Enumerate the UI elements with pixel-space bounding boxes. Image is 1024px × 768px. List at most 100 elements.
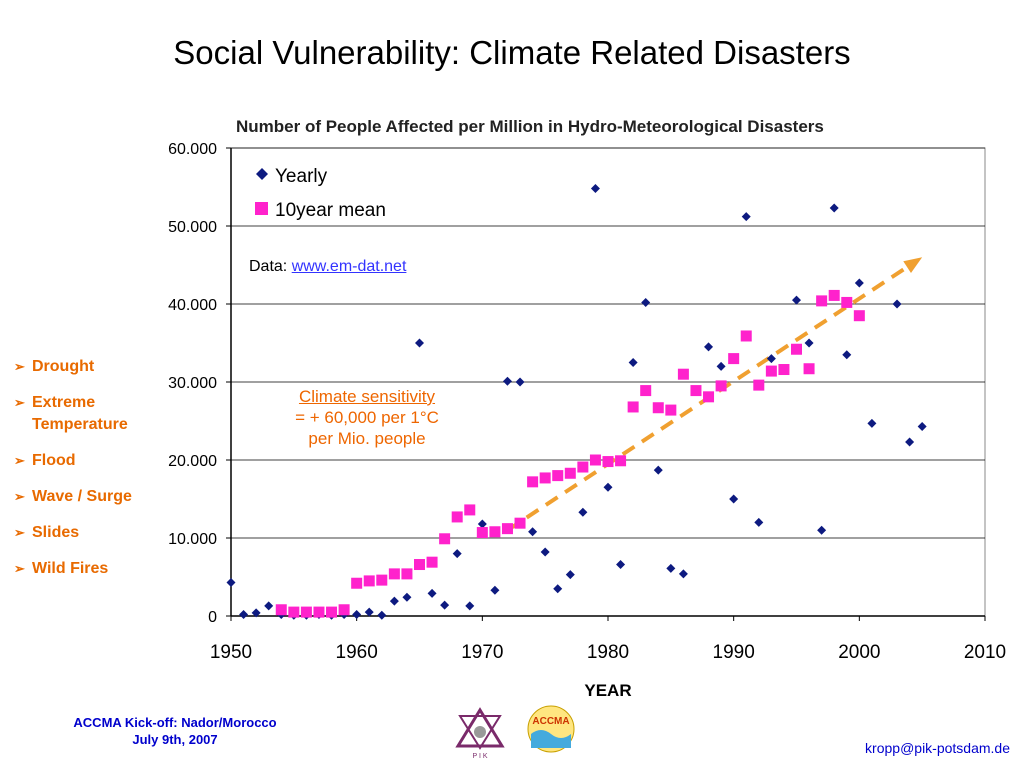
data-point-yearly bbox=[502, 376, 512, 386]
disaster-type-label: Flood bbox=[32, 452, 76, 469]
data-point-10year-mean bbox=[589, 454, 601, 466]
data-point-yearly bbox=[641, 297, 651, 307]
x-tick-label: 1990 bbox=[713, 642, 755, 663]
x-axis-title: YEAR bbox=[584, 681, 631, 700]
data-point-10year-mean bbox=[602, 456, 614, 468]
data-point-yearly bbox=[477, 519, 487, 529]
data-point-10year-mean bbox=[464, 504, 476, 516]
data-point-10year-mean bbox=[501, 523, 513, 535]
data-point-yearly bbox=[264, 601, 274, 611]
data-point-10year-mean bbox=[451, 511, 463, 523]
annotation-line-2: = + 60,000 per 1°C bbox=[295, 408, 439, 427]
data-point-yearly bbox=[729, 494, 739, 504]
data-point-yearly bbox=[465, 601, 475, 611]
x-tick-label: 2010 bbox=[964, 642, 1006, 663]
data-point-yearly bbox=[905, 437, 915, 447]
data-point-10year-mean bbox=[514, 517, 526, 529]
data-point-yearly bbox=[239, 609, 249, 619]
data-point-yearly bbox=[867, 418, 877, 428]
data-point-10year-mean bbox=[715, 380, 727, 392]
data-point-10year-mean bbox=[275, 604, 287, 616]
y-tick-label: 40.000 bbox=[168, 297, 217, 314]
data-point-10year-mean bbox=[326, 606, 338, 618]
footer-event-date: July 9th, 2007 bbox=[132, 732, 218, 747]
data-point-10year-mean bbox=[765, 365, 777, 377]
disaster-type-list: ➢ Drought ➢ Extreme Temperature ➢ Flood ➢ Wa… bbox=[14, 356, 172, 594]
data-point-yearly bbox=[578, 507, 588, 517]
arrow-bullet-icon: ➢ bbox=[14, 489, 25, 504]
gridlines bbox=[231, 147, 985, 539]
data-point-10year-mean bbox=[489, 526, 501, 538]
data-point-10year-mean bbox=[577, 461, 589, 473]
data-point-10year-mean bbox=[703, 391, 715, 403]
y-tick-label: 30.000 bbox=[168, 375, 217, 392]
accma-logo: ACCMA bbox=[527, 705, 575, 753]
data-point-10year-mean bbox=[791, 343, 802, 355]
x-tick-label: 2000 bbox=[838, 642, 880, 663]
data-point-10year-mean bbox=[778, 364, 790, 376]
series-yearly bbox=[226, 184, 927, 620]
arrow-bullet-icon: ➢ bbox=[14, 561, 25, 576]
data-point-yearly bbox=[603, 482, 613, 492]
climate-sensitivity-annotation: Climate sensitivity = + 60,000 per 1°C p… bbox=[262, 386, 472, 449]
data-point-yearly bbox=[829, 203, 839, 213]
data-point-10year-mean bbox=[527, 476, 539, 488]
arrow-bullet-icon: ➢ bbox=[14, 453, 25, 468]
disaster-type-item: ➢ Extreme Temperature bbox=[14, 392, 172, 436]
data-point-yearly bbox=[251, 608, 261, 618]
data-point-10year-mean bbox=[351, 577, 363, 589]
data-point-10year-mean bbox=[690, 385, 702, 397]
legend-label-yearly: Yearly bbox=[275, 166, 328, 187]
y-tick-label: 0 bbox=[208, 609, 217, 626]
data-point-yearly bbox=[377, 610, 387, 620]
disaster-type-item: ➢ Drought bbox=[14, 356, 172, 378]
data-source-note: Data: www.em-dat.net bbox=[249, 258, 406, 276]
x-tick-label: 1960 bbox=[336, 642, 378, 663]
data-point-yearly bbox=[389, 596, 399, 606]
data-source-prefix: Data: bbox=[249, 258, 292, 275]
disaster-type-item: ➢ Wild Fires bbox=[14, 558, 172, 580]
data-point-yearly bbox=[766, 354, 776, 364]
data-point-yearly bbox=[616, 560, 626, 570]
data-point-yearly bbox=[590, 184, 600, 194]
data-point-10year-mean bbox=[828, 289, 840, 301]
data-point-yearly bbox=[490, 585, 500, 595]
data-point-10year-mean bbox=[401, 568, 413, 580]
data-point-10year-mean bbox=[564, 467, 576, 479]
data-point-yearly bbox=[666, 563, 676, 573]
data-point-yearly bbox=[515, 377, 525, 387]
data-point-yearly bbox=[754, 517, 764, 527]
data-point-yearly bbox=[678, 569, 688, 579]
data-point-10year-mean bbox=[539, 472, 551, 484]
data-point-10year-mean bbox=[388, 568, 400, 580]
disaster-type-label: Slides bbox=[32, 524, 80, 541]
annotation-line-1: Climate sensitivity bbox=[298, 387, 436, 406]
contact-email: kropp@pik-potsdam.de bbox=[865, 740, 1010, 756]
data-point-yearly bbox=[917, 421, 927, 431]
data-point-10year-mean bbox=[615, 455, 627, 467]
arrow-bullet-icon: ➢ bbox=[14, 525, 25, 540]
data-point-10year-mean bbox=[439, 533, 451, 545]
disaster-type-label: Drought bbox=[32, 358, 95, 375]
data-point-10year-mean bbox=[816, 295, 828, 307]
data-source-link[interactable]: www.em-dat.net bbox=[291, 258, 407, 275]
disaster-type-label: Wave / Surge bbox=[32, 488, 132, 505]
data-point-10year-mean bbox=[552, 470, 564, 482]
data-point-yearly bbox=[741, 212, 751, 222]
data-point-yearly bbox=[817, 525, 827, 535]
data-point-yearly bbox=[427, 588, 437, 598]
trend-arrowhead bbox=[903, 257, 923, 273]
data-point-yearly bbox=[854, 278, 864, 288]
data-point-10year-mean bbox=[627, 401, 639, 413]
data-point-yearly bbox=[452, 549, 462, 559]
disaster-type-item: ➢ Flood bbox=[14, 450, 172, 472]
data-point-10year-mean bbox=[288, 606, 300, 618]
legend-label-10year-mean: 10year mean bbox=[275, 200, 386, 221]
data-point-10year-mean bbox=[853, 310, 865, 322]
y-tick-label: 50.000 bbox=[168, 219, 217, 236]
data-point-10year-mean bbox=[476, 527, 488, 539]
y-tick-label: 20.000 bbox=[168, 453, 217, 470]
data-point-yearly bbox=[402, 592, 412, 602]
footer-event-info: ACCMA Kick-off: Nador/Morocco July 9th, … bbox=[40, 714, 310, 748]
data-point-yearly bbox=[892, 299, 902, 309]
